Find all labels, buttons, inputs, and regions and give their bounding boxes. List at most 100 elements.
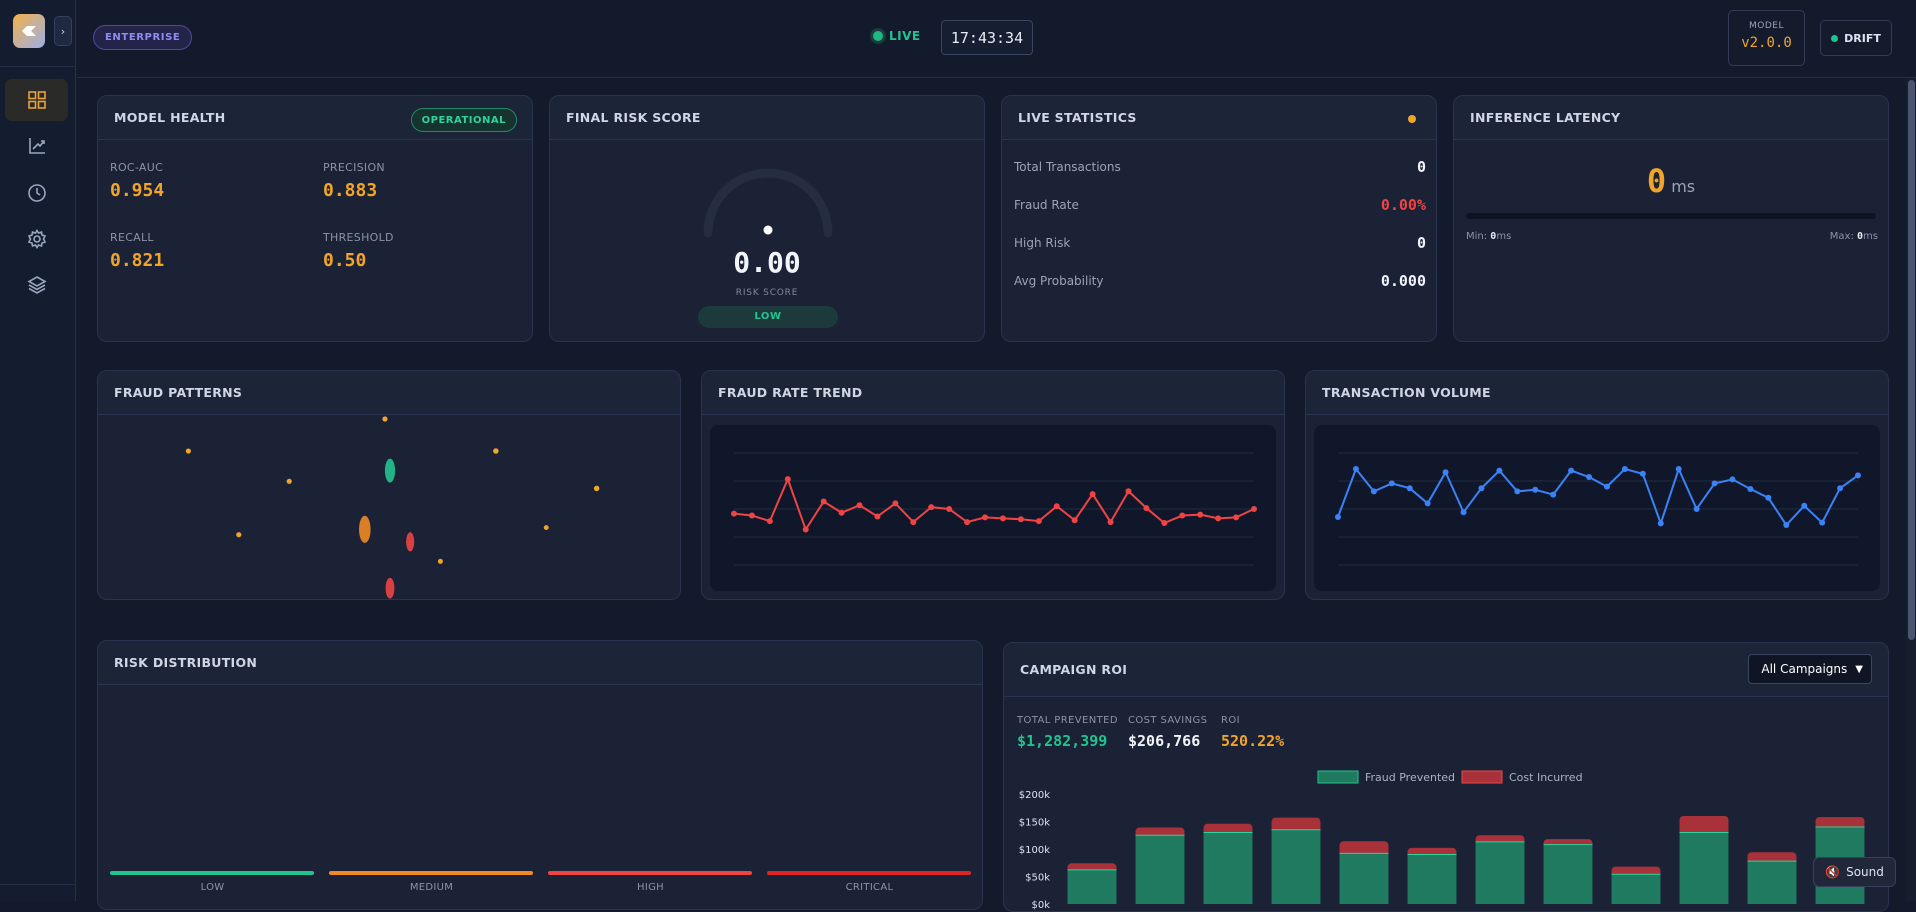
data-point bbox=[1352, 466, 1359, 472]
campaign-select[interactable]: All Campaigns ▼ bbox=[1748, 654, 1872, 684]
y-tick-label: $0k bbox=[1031, 900, 1050, 911]
data-point bbox=[1053, 503, 1060, 510]
stat-label: Fraud Rate bbox=[1014, 198, 1079, 212]
card-title: FRAUD RATE TREND bbox=[718, 385, 863, 400]
roi-metric-value: 520.22% bbox=[1221, 732, 1285, 750]
data-point bbox=[1161, 520, 1168, 526]
card-title: MODEL HEALTH bbox=[114, 110, 226, 125]
card-header: LIVE STATISTICS bbox=[1002, 96, 1436, 140]
card-title: TRANSACTION VOLUME bbox=[1322, 385, 1491, 400]
data-point bbox=[1071, 517, 1078, 524]
data-point bbox=[999, 515, 1006, 522]
chevron-right-icon: › bbox=[60, 24, 66, 38]
bar-fraud-prevented bbox=[1679, 832, 1729, 904]
sidebar-item-models[interactable] bbox=[5, 264, 68, 306]
data-point bbox=[964, 519, 971, 526]
status-badge: OPERATIONAL bbox=[410, 108, 517, 132]
transaction-volume-card: TRANSACTION VOLUME bbox=[1305, 370, 1889, 600]
data-point bbox=[1089, 491, 1096, 498]
bar-fraud-prevented bbox=[1067, 869, 1117, 904]
header: ENTERPRISE LIVE 17:43:34 MODEL v2.0.0 DR… bbox=[77, 0, 1916, 78]
sidebar-item-analytics[interactable] bbox=[5, 125, 68, 167]
data-point bbox=[1143, 505, 1150, 512]
data-point bbox=[1125, 488, 1132, 495]
stat-value: 0 bbox=[1416, 158, 1426, 176]
data-point bbox=[1747, 486, 1754, 492]
metric-precision: PRECISION 0.883 bbox=[323, 161, 385, 201]
roi-metric-label: COST SAVINGS bbox=[1128, 715, 1208, 726]
dashboard-grid-icon bbox=[27, 91, 46, 109]
data-point bbox=[856, 502, 863, 509]
risk-bar-low bbox=[110, 871, 314, 875]
data-point bbox=[1388, 480, 1395, 487]
data-point bbox=[1035, 518, 1042, 525]
risk-score-label: RISK SCORE bbox=[735, 288, 799, 298]
transaction-volume-line-chart bbox=[1335, 452, 1861, 566]
clock-display: 17:43:34 bbox=[941, 20, 1033, 55]
pattern-point bbox=[437, 558, 443, 564]
metric-value: 0.954 bbox=[110, 180, 165, 201]
data-point bbox=[928, 504, 935, 511]
latency-max: Max: 0ms bbox=[1830, 231, 1878, 242]
card-title: FRAUD PATTERNS bbox=[114, 385, 243, 400]
data-point bbox=[1460, 509, 1467, 516]
legend-label-cost-incurred: Cost Incurred bbox=[1509, 771, 1583, 784]
pattern-point bbox=[286, 478, 292, 484]
series-line bbox=[733, 476, 1255, 532]
sidebar-item-settings[interactable] bbox=[5, 218, 68, 260]
metric-roc-auc: ROC-AUC 0.954 bbox=[110, 161, 164, 201]
data-point bbox=[1496, 467, 1503, 474]
bar-fraud-prevented bbox=[1407, 854, 1457, 904]
data-point bbox=[1855, 472, 1861, 479]
data-point bbox=[1406, 485, 1413, 492]
roi-metric-label: ROI bbox=[1221, 715, 1240, 726]
data-point bbox=[1424, 500, 1431, 507]
data-point bbox=[820, 498, 827, 505]
series-line bbox=[1337, 466, 1859, 527]
data-point bbox=[731, 510, 737, 517]
fraud-patterns-scatter bbox=[185, 416, 600, 599]
logo-icon bbox=[22, 26, 36, 36]
y-tick-label: $50k bbox=[1025, 873, 1050, 884]
live-dot-icon bbox=[873, 31, 883, 41]
drift-button[interactable]: DRIFT bbox=[1820, 20, 1892, 56]
roi-metric-label: TOTAL PREVENTED bbox=[1017, 715, 1118, 726]
legend-label-fraud-prevented: Fraud Prevented bbox=[1365, 771, 1455, 784]
data-point bbox=[1729, 476, 1736, 483]
sound-toggle-button[interactable]: 🔇 Sound bbox=[1813, 857, 1896, 887]
y-tick-label: $150k bbox=[1019, 818, 1050, 829]
risk-score-value: 0.00 bbox=[733, 246, 801, 279]
campaign-roi-card: CAMPAIGN ROI All Campaigns ▼ TOTAL PREVE… bbox=[1003, 642, 1889, 912]
data-point bbox=[910, 519, 917, 526]
latency-min-label: Min: bbox=[1466, 231, 1491, 242]
data-point bbox=[802, 526, 809, 533]
metric-label: RECALL bbox=[110, 231, 154, 244]
live-label: LIVE bbox=[889, 29, 921, 43]
data-point bbox=[1819, 519, 1826, 526]
risk-gauge bbox=[703, 168, 833, 238]
latency-unit: ms bbox=[1671, 177, 1696, 196]
risk-bar-critical bbox=[767, 871, 971, 875]
sidebar-item-dashboard[interactable] bbox=[5, 79, 68, 121]
data-point bbox=[1532, 486, 1539, 493]
data-point bbox=[1837, 485, 1844, 492]
model-label: MODEL bbox=[1749, 21, 1784, 31]
data-point bbox=[1514, 488, 1521, 495]
sidebar-item-history[interactable] bbox=[5, 172, 68, 214]
data-point bbox=[874, 513, 881, 520]
stat-label: Avg Probability bbox=[1014, 274, 1104, 288]
bar-fraud-prevented bbox=[1135, 835, 1185, 904]
sidebar-divider-bottom bbox=[0, 884, 76, 885]
stat-value: 0.00% bbox=[1380, 196, 1426, 214]
sidebar-expand-button[interactable]: › bbox=[54, 16, 72, 46]
app-logo[interactable] bbox=[13, 14, 45, 48]
data-point bbox=[1586, 474, 1593, 480]
data-point bbox=[1657, 520, 1664, 527]
scrollbar-thumb[interactable] bbox=[1908, 80, 1915, 640]
card-header: FRAUD RATE TREND bbox=[702, 371, 1284, 415]
data-point bbox=[1478, 485, 1485, 492]
roi-metric-value: $206,766 bbox=[1128, 732, 1201, 750]
card-title: FINAL RISK SCORE bbox=[566, 110, 701, 125]
pattern-point bbox=[359, 515, 371, 543]
risk-label-critical: CRITICAL bbox=[845, 882, 894, 893]
